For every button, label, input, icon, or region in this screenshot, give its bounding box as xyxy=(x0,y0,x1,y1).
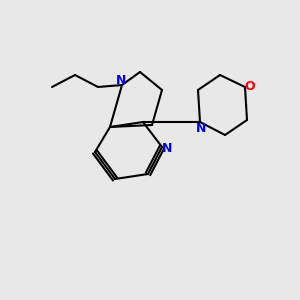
Text: N: N xyxy=(116,74,126,86)
Text: O: O xyxy=(245,80,255,94)
Text: N: N xyxy=(196,122,206,134)
Text: N: N xyxy=(162,142,172,155)
